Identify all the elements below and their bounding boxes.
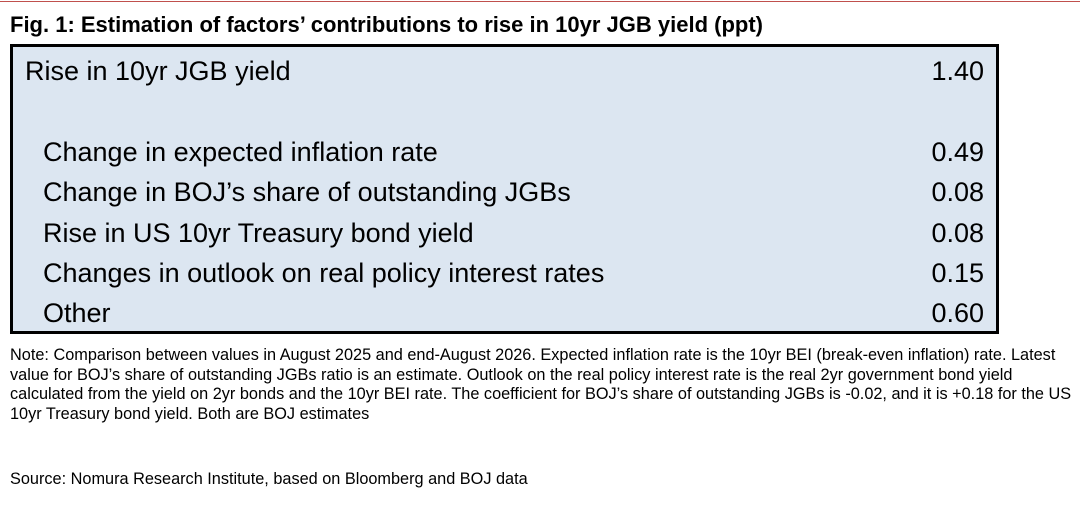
table-row: Change in expected inflation rate 0.49	[13, 134, 996, 170]
row-label: Change in BOJ’s share of outstanding JGB…	[43, 177, 571, 208]
figure-title: Fig. 1: Estimation of factors’ contribut…	[10, 12, 763, 37]
source: Source: Nomura Research Institute, based…	[10, 470, 528, 488]
top-rule	[0, 1, 1080, 2]
row-label: Rise in US 10yr Treasury bond yield	[43, 217, 474, 248]
table-row: Other 0.60	[13, 295, 996, 331]
row-value: 1.40	[931, 56, 984, 86]
row-label: Other	[43, 298, 111, 329]
row-label: Changes in outlook on real policy intere…	[43, 257, 605, 288]
note: Note: Comparison between values in Augus…	[10, 346, 1072, 423]
row-label: Change in expected inflation rate	[43, 137, 438, 167]
table-row: Changes in outlook on real policy intere…	[13, 255, 996, 291]
table-row: Rise in US 10yr Treasury bond yield 0.08	[13, 215, 996, 251]
total-row: Rise in 10yr JGB yield 1.40	[13, 53, 996, 89]
row-value: 0.60	[931, 298, 984, 329]
table-row: Change in BOJ’s share of outstanding JGB…	[13, 174, 996, 210]
table-box: Rise in 10yr JGB yield 1.40 Change in ex…	[10, 44, 999, 334]
row-value: 0.08	[931, 217, 984, 248]
row-value: 0.08	[931, 177, 984, 208]
row-value: 0.15	[931, 257, 984, 288]
row-label: Rise in 10yr JGB yield	[25, 56, 291, 86]
row-value: 0.49	[931, 137, 984, 167]
